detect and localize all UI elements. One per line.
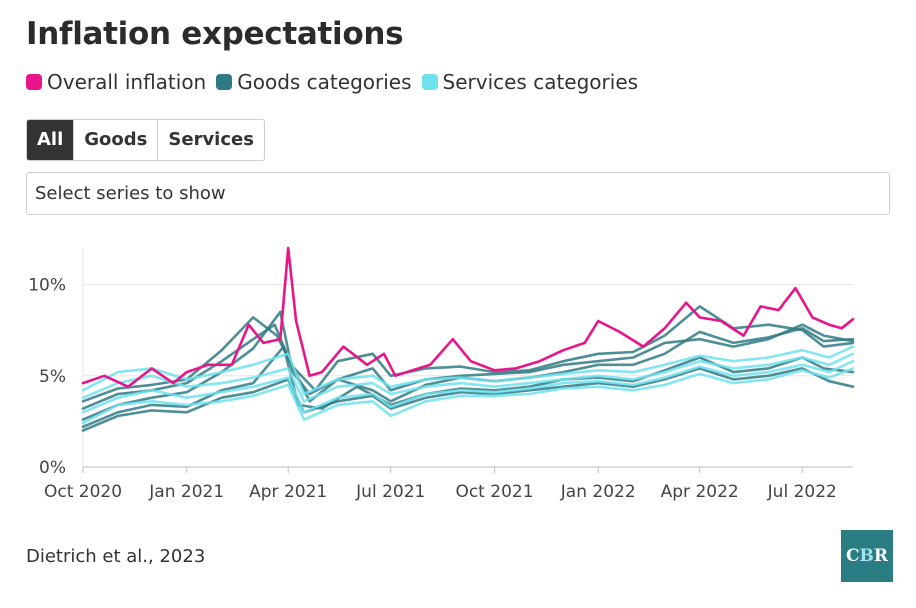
legend-swatch-goods bbox=[216, 74, 233, 90]
series-line-services bbox=[81, 345, 855, 396]
legend-label-overall: Overall inflation bbox=[47, 70, 207, 94]
x-tick-label: Apr 2021 bbox=[249, 482, 327, 502]
series-line-services bbox=[81, 367, 855, 425]
chart-legend: Overall inflation Goods categories Servi… bbox=[26, 70, 638, 94]
series-select-input[interactable]: Select series to show bbox=[26, 172, 890, 215]
legend-swatch-overall bbox=[26, 74, 42, 90]
cbr-logo: CBR bbox=[841, 530, 893, 582]
chart-title: Inflation expectations bbox=[26, 16, 404, 52]
line-chart: 0% 5% 10% Oct 2020 Jan 2021 Apr 2021 Jul 2021 O… bbox=[28, 246, 855, 502]
series-line-overall bbox=[81, 246, 855, 388]
series-line-services bbox=[81, 359, 855, 414]
legend-item-overall[interactable]: Overall inflation bbox=[26, 70, 206, 94]
series-line-goods bbox=[81, 345, 855, 429]
source-note: Dietrich et al., 2023 bbox=[26, 546, 206, 567]
tab-goods[interactable]: Goods bbox=[74, 120, 159, 160]
x-tick-label: Apr 2022 bbox=[661, 482, 739, 502]
legend-swatch-services bbox=[421, 74, 438, 90]
y-tick-label: 5% bbox=[39, 367, 66, 387]
y-tick-label: 10% bbox=[28, 276, 66, 296]
series-line-services bbox=[81, 352, 855, 403]
y-tick-label: 0% bbox=[39, 458, 66, 478]
tab-services[interactable]: Services bbox=[158, 120, 264, 160]
series-line-goods bbox=[81, 323, 855, 410]
legend-item-goods[interactable]: Goods categories bbox=[216, 70, 412, 94]
series-line-goods bbox=[81, 367, 855, 432]
legend-item-services[interactable]: Services categories bbox=[421, 70, 639, 94]
x-tick-label: Jul 2022 bbox=[767, 482, 837, 502]
x-tick-label: Oct 2020 bbox=[44, 482, 122, 502]
x-tick-label: Oct 2021 bbox=[455, 482, 533, 502]
legend-label-services: Services categories bbox=[442, 70, 639, 94]
x-tick-label: Jan 2022 bbox=[560, 482, 636, 502]
category-tabs: All Goods Services bbox=[26, 119, 265, 161]
x-tick-label: Jan 2021 bbox=[148, 482, 224, 502]
tab-all[interactable]: All bbox=[27, 120, 75, 160]
series-line-goods bbox=[81, 305, 855, 403]
x-tick-label: Jul 2021 bbox=[355, 482, 425, 502]
legend-label-goods: Goods categories bbox=[237, 70, 412, 94]
